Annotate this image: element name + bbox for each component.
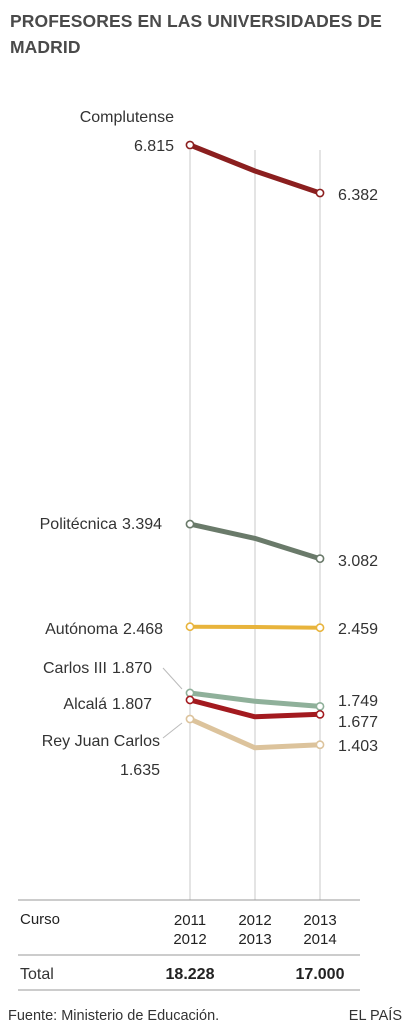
point-politecnica-3 — [315, 554, 325, 564]
point-complutense-1 — [185, 140, 195, 150]
end-value-alcala: 1.677 — [338, 714, 378, 731]
tick-label-1-b: 2012 — [173, 931, 206, 948]
total-label: Total — [20, 966, 54, 983]
end-value-carlos-iii: 1.749 — [338, 693, 378, 710]
point-alcala-3 — [315, 709, 325, 719]
point-complutense-3 — [315, 188, 325, 198]
point-carlos3-1 — [185, 688, 195, 698]
axis-title-curso: Curso — [20, 911, 60, 928]
point-alcala-1 — [185, 695, 195, 705]
series-line-reyjuancarlos — [187, 716, 323, 751]
start-value-politecnica: 3.394 — [122, 516, 162, 533]
brand-logo-text: EL PAÍS — [348, 1008, 402, 1024]
point-reyjuancarlos-1 — [185, 714, 195, 724]
series-labels: Complutense 6.815 6.382 Politécnica 3.394 3.0… — [40, 109, 379, 779]
leader-carlos-iii — [162, 667, 183, 690]
series-name-alcala: Alcalá — [63, 696, 107, 713]
tick-label-3-b: 2014 — [303, 931, 336, 948]
x-axis: Curso 2011 2012 2012 2013 2013 2014 Total 18.228… — [20, 911, 345, 983]
series-name-rey-juan-carlos: Rey Juan Carlos — [42, 733, 160, 750]
series-name-complutense: Complutense — [80, 109, 174, 126]
end-value-complutense: 6.382 — [338, 187, 378, 204]
series-name-politecnica: Politécnica — [40, 516, 117, 533]
chart-title: PROFESORES EN LAS UNIVERSIDADES DE MADRI… — [10, 11, 382, 57]
series-name-autonoma: Autónoma — [45, 621, 118, 638]
series-line-politecnica — [187, 521, 323, 562]
start-value-complutense: 6.815 — [134, 138, 174, 155]
gridlines — [189, 150, 321, 900]
tick-label-1-a: 2011 — [174, 912, 206, 929]
start-value-autonoma: 2.468 — [123, 621, 163, 638]
point-carlos3-3 — [315, 701, 325, 711]
point-autonoma-3 — [315, 623, 325, 633]
total-value-1: 18.228 — [166, 966, 215, 983]
end-value-autonoma: 2.459 — [338, 621, 378, 638]
start-value-rey-juan-carlos: 1.635 — [120, 762, 160, 779]
point-reyjuancarlos-3 — [315, 740, 325, 750]
start-value-alcala: 1.807 — [112, 696, 152, 713]
end-value-politecnica: 3.082 — [338, 553, 378, 570]
tick-label-2-b: 2013 — [238, 931, 271, 948]
source-note: Fuente: Ministerio de Educación. — [8, 1008, 220, 1024]
point-politecnica-1 — [185, 519, 195, 529]
series-name-carlos-iii: Carlos III — [43, 660, 107, 677]
tick-label-3-a: 2013 — [303, 912, 336, 929]
start-value-carlos-iii: 1.870 — [112, 660, 152, 677]
table-rules — [18, 899, 360, 991]
end-value-rey-juan-carlos: 1.403 — [338, 738, 378, 755]
series-line-complutense — [187, 142, 323, 196]
series-line-alcala — [187, 697, 323, 720]
total-value-3: 17.000 — [296, 966, 345, 983]
series-lines — [185, 140, 325, 751]
series-line-autonoma — [188, 624, 322, 630]
point-autonoma-1 — [185, 622, 195, 632]
leader-rey-juan-carlos — [162, 722, 183, 739]
tick-label-2-a: 2012 — [238, 912, 271, 929]
series-line-carlos3 — [187, 690, 323, 709]
